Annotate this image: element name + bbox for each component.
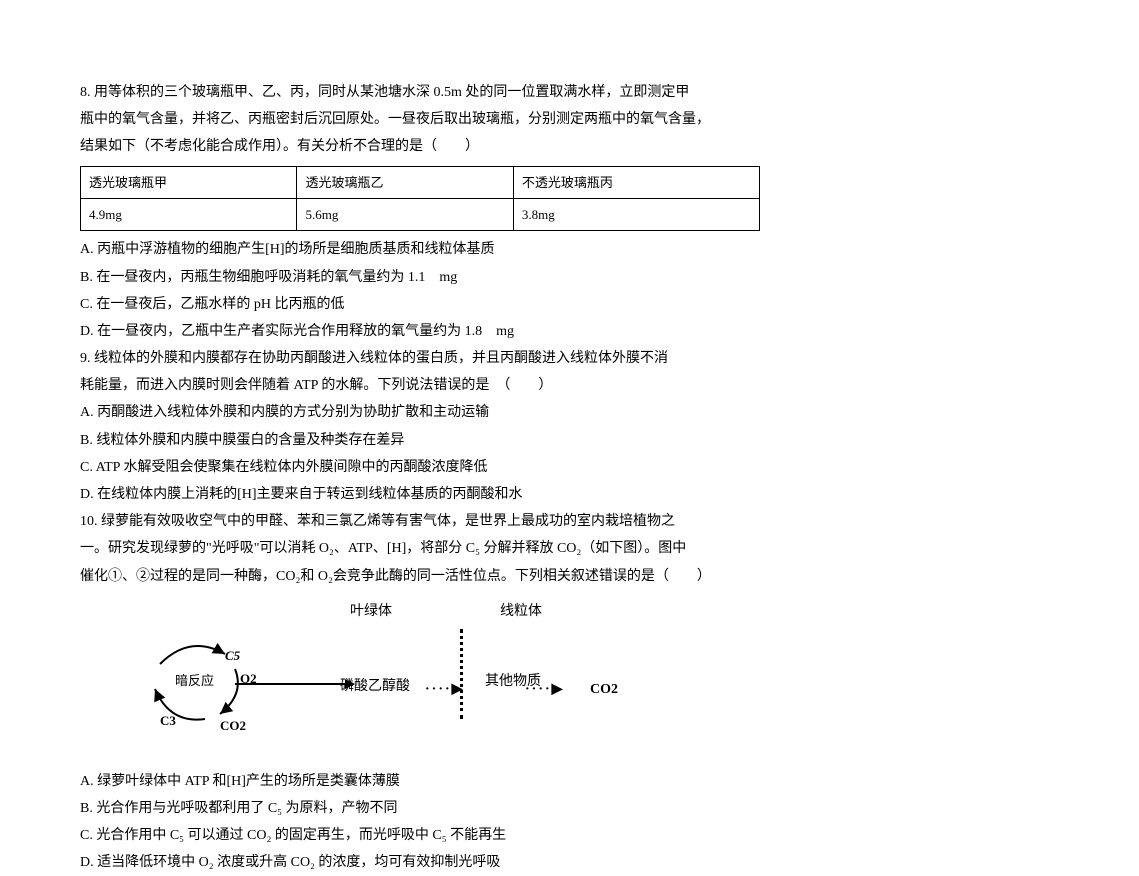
table-header-bing: 不透光玻璃瓶丙: [513, 166, 759, 198]
q10-option-d: D. 适当降低环境中 O₂ 浓度或升高 CO₂ 的浓度，均可有效抑制光呼吸: [80, 850, 760, 875]
q9-stem-line2: 耗能量，而进入内膜时则会伴随着 ATP 的水解。下列说法错误的是 （ ）: [80, 373, 760, 398]
phosphoglycolate-label: 磷酸乙醇酸: [340, 674, 410, 699]
q9-option-b: B. 线粒体外膜和内膜中膜蛋白的含量及种类存在差异: [80, 428, 760, 453]
q8-stem-line3: 结果如下（不考虑化能合成作用）。有关分析不合理的是（ ）: [80, 134, 760, 159]
table-row: 透光玻璃瓶甲 透光玻璃瓶乙 不透光玻璃瓶丙: [81, 166, 760, 198]
q10-option-c: C. 光合作用中 C₅ 可以通过 CO₂ 的固定再生，而光呼吸中 C₅ 不能再生: [80, 823, 760, 848]
chloroplast-label: 叶绿体: [350, 599, 392, 624]
mitochondria-label: 线粒体: [500, 599, 542, 624]
dark-reaction-label: 暗反应: [175, 669, 214, 692]
q8-stem-line1: 8. 用等体积的三个玻璃瓶甲、乙、丙，同时从某池塘水深 0.5m 处的同一位置取…: [80, 80, 760, 105]
document-content: 8. 用等体积的三个玻璃瓶甲、乙、丙，同时从某池塘水深 0.5m 处的同一位置取…: [80, 80, 760, 876]
q9-option-d: D. 在线粒体内膜上消耗的[H]主要来自于转运到线粒体基质的丙酮酸和水: [80, 482, 760, 507]
q10-diagram: 叶绿体 线粒体 暗反应 C5 C3 O2 CO2: [80, 599, 760, 759]
dotted-separator: [460, 629, 463, 719]
q10-stem-line3: 催化①、②过程的是同一种酶，CO₂和 O₂会竞争此酶的同一活性位点。下列相关叙述…: [80, 564, 760, 589]
table-value-yi: 5.6mg: [297, 198, 513, 230]
q10-option-b: B. 光合作用与光呼吸都利用了 C₅ 为原料，产物不同: [80, 796, 760, 821]
dotted-arrow-2: ····▶: [525, 677, 564, 702]
q8-stem-line2: 瓶中的氧气含量，并将乙、丙瓶密封后沉回原处。一昼夜后取出玻璃瓶，分别测定两瓶中的…: [80, 107, 760, 132]
table-row: 4.9mg 5.6mg 3.8mg: [81, 198, 760, 230]
q8-option-d: D. 在一昼夜内，乙瓶中生产者实际光合作用释放的氧气量约为 1.8 mg: [80, 319, 760, 344]
dotted-arrow-1: ····▶: [425, 677, 464, 702]
co2-right-label: CO2: [590, 677, 618, 702]
q9-option-a: A. 丙酮酸进入线粒体外膜和内膜的方式分别为协助扩散和主动运输: [80, 400, 760, 425]
q9-stem-line1: 9. 线粒体的外膜和内膜都存在协助丙酮酸进入线粒体的蛋白质，并且丙酮酸进入线粒体…: [80, 346, 760, 371]
q8-option-a: A. 丙瓶中浮游植物的细胞产生[H]的场所是细胞质基质和线粒体基质: [80, 237, 760, 262]
q10-stem-line1: 10. 绿萝能有效吸收空气中的甲醛、苯和三氯乙烯等有害气体，是世界上最成功的室内…: [80, 509, 760, 534]
q8-option-b: B. 在一昼夜内，丙瓶生物细胞呼吸消耗的氧气量约为 1.1 mg: [80, 265, 760, 290]
q10-option-a: A. 绿萝叶绿体中 ATP 和[H]产生的场所是类囊体薄膜: [80, 769, 760, 794]
table-header-jia: 透光玻璃瓶甲: [81, 166, 297, 198]
q9-option-c: C. ATP 水解受阻会使聚集在线粒体内外膜间隙中的丙酮酸浓度降低: [80, 455, 760, 480]
q10-stem-line2: 一。研究发现绿萝的"光呼吸"可以消耗 O₂、ATP、[H]，将部分 C₅ 分解并…: [80, 536, 760, 561]
table-header-yi: 透光玻璃瓶乙: [297, 166, 513, 198]
q8-table: 透光玻璃瓶甲 透光玻璃瓶乙 不透光玻璃瓶丙 4.9mg 5.6mg 3.8mg: [80, 166, 760, 232]
co2-left-label: CO2: [220, 714, 246, 737]
c5-label: C5: [225, 644, 240, 667]
table-value-bing: 3.8mg: [513, 198, 759, 230]
table-value-jia: 4.9mg: [81, 198, 297, 230]
c3-label: C3: [160, 709, 176, 732]
q8-option-c: C. 在一昼夜后，乙瓶水样的 pH 比丙瓶的低: [80, 292, 760, 317]
